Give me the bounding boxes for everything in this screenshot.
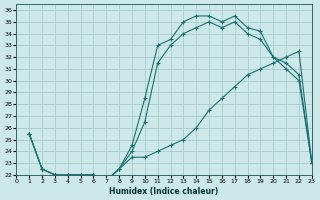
X-axis label: Humidex (Indice chaleur): Humidex (Indice chaleur) [109, 187, 219, 196]
